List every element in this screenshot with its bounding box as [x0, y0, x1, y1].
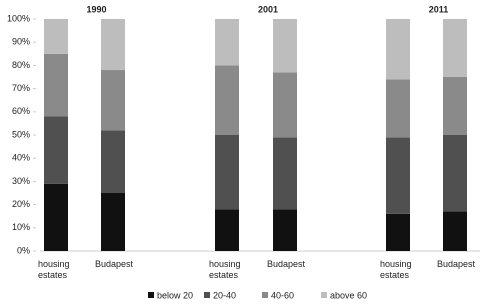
x-tick-label: Budapest [267, 259, 306, 269]
legend-label: above 60 [330, 290, 367, 300]
bar-segment [44, 53, 68, 117]
legend-swatch [148, 292, 154, 298]
legend-swatch [204, 292, 210, 298]
y-tick-label: 100% [7, 13, 30, 23]
bar-segment [101, 130, 125, 193]
bar-segment [215, 65, 239, 135]
bar-segment [443, 77, 467, 135]
bar-segment [101, 19, 125, 71]
bar-segment [44, 19, 68, 54]
y-tick-label: 10% [12, 222, 30, 232]
y-tick-label: 20% [12, 199, 30, 209]
legend-label: 20-40 [213, 290, 236, 300]
y-tick-label: 90% [12, 37, 30, 47]
bar-segment [273, 72, 297, 138]
group-label: 1990 [86, 4, 106, 14]
bar-segment [215, 19, 239, 66]
y-tick-label: 0% [17, 245, 30, 255]
bar-segment [386, 213, 410, 251]
y-tick-label: 50% [12, 129, 30, 139]
bar-segment [273, 19, 297, 73]
y-tick-label: 70% [12, 83, 30, 93]
bar-segment [215, 135, 239, 210]
bar-segment [215, 209, 239, 251]
x-tick-label: Budapest [437, 259, 476, 269]
x-tick-label: Budapest [95, 259, 134, 269]
bar-segment [443, 211, 467, 251]
bar-segment [386, 79, 410, 138]
group-label: 2011 [429, 4, 449, 14]
y-tick-label: 40% [12, 153, 30, 163]
legend-swatch [321, 292, 327, 298]
bar-segment [44, 116, 68, 184]
bar-segment [44, 183, 68, 251]
bar-segment [386, 137, 410, 214]
bar-segment [443, 135, 467, 212]
legend-label: 40-60 [271, 290, 294, 300]
x-tick-label: housing estates [380, 259, 412, 280]
y-tick-label: 80% [12, 60, 30, 70]
bar-segment [101, 70, 125, 131]
bar-segment [101, 193, 125, 251]
bar-segment [443, 19, 467, 77]
x-tick-label: housing estates [209, 259, 241, 280]
group-label: 2001 [258, 4, 278, 14]
legend-swatch [262, 292, 268, 298]
legend-label: below 20 [157, 290, 193, 300]
x-tick-label: housing estates [38, 259, 70, 280]
bar-segment [386, 19, 410, 80]
bar-segment [273, 137, 297, 210]
bar-segment [273, 209, 297, 251]
y-tick-label: 30% [12, 176, 30, 186]
y-tick-label: 60% [12, 106, 30, 116]
